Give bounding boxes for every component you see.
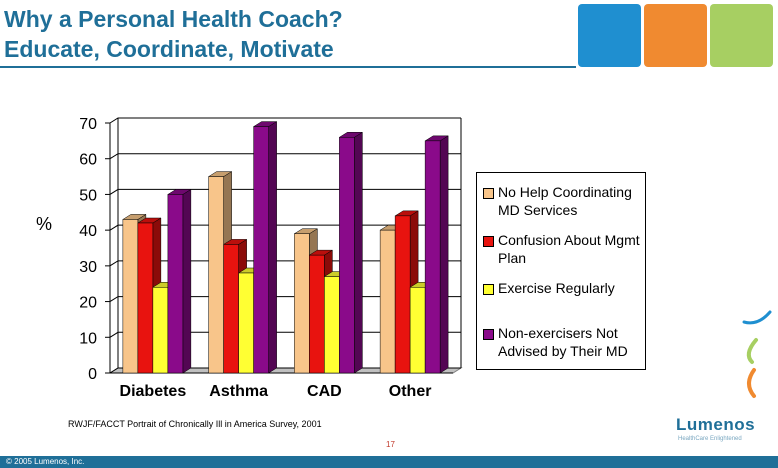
bar-cad-series-1 xyxy=(294,233,310,374)
title-divider xyxy=(0,66,576,68)
bar-diabetes-series-1 xyxy=(122,219,139,374)
logo-tagline: HealthCare Enlightened xyxy=(678,436,742,442)
y-tick-label: 40 xyxy=(79,223,97,240)
bar-asthma-series-2 xyxy=(223,244,239,374)
bar-other-series-4 xyxy=(424,140,441,374)
bar-side xyxy=(182,188,192,374)
footer-bar: © 2005 Lumenos, Inc. xyxy=(0,456,778,468)
y-tick-label: 50 xyxy=(79,187,97,204)
green-decor-tile xyxy=(710,4,773,67)
y-tick-label: 0 xyxy=(88,366,97,383)
x-tick-label: Diabetes xyxy=(120,383,187,400)
legend-swatch-3 xyxy=(483,284,494,295)
bar-side xyxy=(439,135,449,374)
y-tick-label: 10 xyxy=(79,330,97,347)
company-logo: Lumenos HealthCare Enlightened xyxy=(676,415,766,445)
source-note: RWJF/FACCT Portrait of Chronically Ill i… xyxy=(68,419,322,429)
bar-asthma-series-1 xyxy=(208,176,224,374)
y-tick-label: 20 xyxy=(79,295,97,312)
page-number: 17 xyxy=(386,440,395,449)
decorative-swirls xyxy=(742,310,772,398)
bar-other-series-1 xyxy=(379,229,396,374)
blue-decor-tile xyxy=(578,4,641,67)
legend-label-1: No Help Coordinating MD Services xyxy=(498,184,632,218)
x-tick-label: CAD xyxy=(307,383,342,400)
bar-other-series-2 xyxy=(394,215,411,374)
y-tick-label: 60 xyxy=(79,152,97,169)
y-tick-label: 70 xyxy=(79,116,97,133)
bar-asthma-series-4 xyxy=(253,126,269,374)
bar-side xyxy=(268,121,277,374)
bar-cad-series-3 xyxy=(324,276,340,374)
y-tick-label: 30 xyxy=(79,259,97,276)
bar-other-series-3 xyxy=(409,287,426,374)
bar-diabetes-series-2 xyxy=(137,222,154,374)
title-line-2: Educate, Coordinate, Motivate xyxy=(4,36,334,62)
chart-legend: No Help Coordinating MD Services Confusi… xyxy=(476,172,646,370)
legend-label-4: Non-exercisers Not Advised by Their MD xyxy=(498,325,628,359)
orange-decor-tile xyxy=(644,4,707,67)
y-axis-label: % xyxy=(36,214,53,234)
bar-side xyxy=(354,131,363,374)
title-line-1: Why a Personal Health Coach? xyxy=(4,6,343,32)
legend-swatch-1 xyxy=(483,188,494,199)
legend-label-3: Exercise Regularly xyxy=(498,280,615,296)
x-tick-label: Asthma xyxy=(209,383,268,400)
bar-diabetes-series-4 xyxy=(167,194,184,374)
bar-asthma-series-3 xyxy=(238,272,254,374)
x-tick-label: Other xyxy=(389,383,432,400)
legend-label-2: Confusion About Mgmt Plan xyxy=(498,232,640,266)
page-title: Why a Personal Health Coach? Educate, Co… xyxy=(4,4,343,64)
legend-swatch-2 xyxy=(483,236,494,247)
bar-cad-series-4 xyxy=(339,137,355,374)
bar-cad-series-2 xyxy=(309,254,325,374)
copyright-text: © 2005 Lumenos, Inc. xyxy=(6,457,85,466)
bar-diabetes-series-3 xyxy=(152,287,169,374)
legend-swatch-4 xyxy=(483,329,494,340)
logo-name: Lumenos xyxy=(676,415,756,434)
